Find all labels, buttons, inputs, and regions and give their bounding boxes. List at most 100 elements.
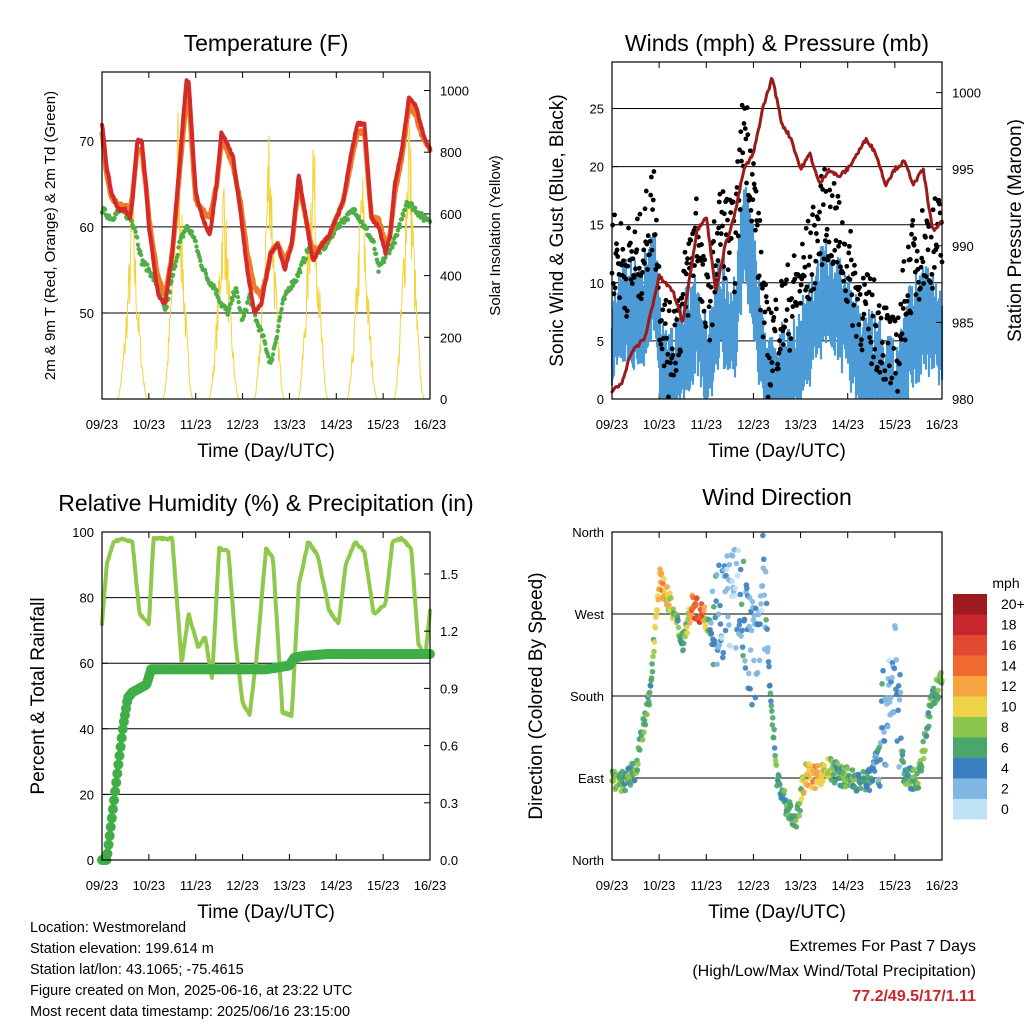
gust-point xyxy=(756,210,761,216)
gust-point xyxy=(801,273,807,279)
gust-point xyxy=(883,305,889,311)
gust-point xyxy=(788,336,794,342)
direction-point xyxy=(622,787,628,794)
dewpoint-point xyxy=(261,333,266,338)
direction-point xyxy=(898,735,904,741)
direction-point xyxy=(762,568,769,575)
direction-point xyxy=(726,622,732,628)
gust-point xyxy=(682,249,688,255)
gust-point xyxy=(839,220,845,225)
y-tick-label: 60 xyxy=(80,656,94,671)
gust-point xyxy=(611,291,617,297)
gust-point xyxy=(827,204,833,210)
gust-point xyxy=(744,105,750,110)
colorbar-swatch xyxy=(953,717,987,738)
solar-line xyxy=(162,112,194,400)
gust-point xyxy=(801,254,807,260)
y-tick-label: West xyxy=(575,607,605,622)
gust-point xyxy=(827,187,833,193)
direction-point xyxy=(675,617,681,624)
gust-point xyxy=(811,286,817,292)
gust-point xyxy=(670,352,676,358)
dewpoint-point xyxy=(238,309,244,315)
direction-point xyxy=(747,647,754,653)
y-tick-label: 10 xyxy=(590,276,604,291)
dewpoint-point xyxy=(359,219,365,224)
dewpoint-point xyxy=(189,229,195,234)
dewpoint-point xyxy=(170,272,176,278)
gust-point xyxy=(722,275,728,281)
direction-point xyxy=(737,591,744,598)
direction-point xyxy=(869,778,876,784)
gust-point xyxy=(674,317,680,322)
gust-point xyxy=(920,259,926,265)
gust-point xyxy=(871,277,877,283)
dewpoint-point xyxy=(234,286,239,291)
gust-point xyxy=(860,275,866,281)
gust-point xyxy=(672,322,678,328)
humidity-line xyxy=(100,535,432,719)
gust-point xyxy=(789,314,795,319)
solar-line xyxy=(393,125,425,400)
direction-point xyxy=(897,689,904,696)
direction-point xyxy=(642,721,649,728)
gust-point xyxy=(734,185,740,190)
direction-point xyxy=(720,649,727,656)
gust-point xyxy=(812,280,818,286)
colorbar-label: 8 xyxy=(1001,719,1009,735)
precip-point xyxy=(104,830,115,841)
gust-point xyxy=(624,308,630,314)
dewpoint-point xyxy=(412,205,418,211)
gust-point xyxy=(825,257,831,263)
x-tick-label: 11/23 xyxy=(180,417,212,432)
dewpoint-point xyxy=(276,324,281,329)
gust-point xyxy=(718,242,723,247)
x-tick-label: 11/23 xyxy=(690,878,722,893)
gust-point xyxy=(914,248,920,254)
y-tick-label: 50 xyxy=(80,306,94,321)
gust-point xyxy=(850,323,855,328)
gust-point xyxy=(876,310,881,316)
gust-point xyxy=(718,231,724,237)
chart-title: Wind Direction xyxy=(702,484,852,510)
direction-point xyxy=(768,698,774,704)
x-tick-label: 14/23 xyxy=(831,417,864,432)
plot-frame xyxy=(611,61,943,400)
dewpoint-point xyxy=(263,341,268,346)
gust-point xyxy=(667,299,673,305)
gust-point xyxy=(810,212,815,218)
direction-point xyxy=(735,547,742,554)
gust-point xyxy=(763,282,768,288)
direction-point xyxy=(896,696,903,703)
gust-point xyxy=(798,300,803,306)
gust-point xyxy=(760,285,765,291)
gust-point xyxy=(743,136,749,142)
gust-point xyxy=(758,249,764,255)
direction-point xyxy=(935,687,942,694)
dewpoint-point xyxy=(270,352,276,357)
gust-point xyxy=(845,299,850,305)
gust-point xyxy=(703,324,709,330)
gust-point xyxy=(802,264,808,270)
gust-point xyxy=(631,274,637,280)
direction-point xyxy=(876,783,883,789)
x-tick-label: 12/23 xyxy=(226,417,259,432)
y-tick-label: 80 xyxy=(80,591,94,606)
dewpoint-point xyxy=(227,306,232,311)
gust-point xyxy=(732,289,737,295)
dewpoint-point xyxy=(356,214,362,219)
dewpoint-point xyxy=(401,213,406,218)
gust-point xyxy=(708,284,714,290)
gust-point xyxy=(849,292,855,298)
gust-point xyxy=(888,380,893,386)
colorbar-swatch xyxy=(953,778,987,799)
gust-point xyxy=(768,382,774,388)
x-tick-label: 12/23 xyxy=(737,417,770,432)
direction-point xyxy=(742,658,748,664)
solar-line xyxy=(346,178,378,400)
gust-point xyxy=(869,292,875,298)
station-location: Location: Westmoreland xyxy=(30,920,187,936)
gust-point xyxy=(928,280,933,285)
x-tick-label: 15/23 xyxy=(367,417,400,432)
x-tick-label: 15/23 xyxy=(367,878,400,893)
